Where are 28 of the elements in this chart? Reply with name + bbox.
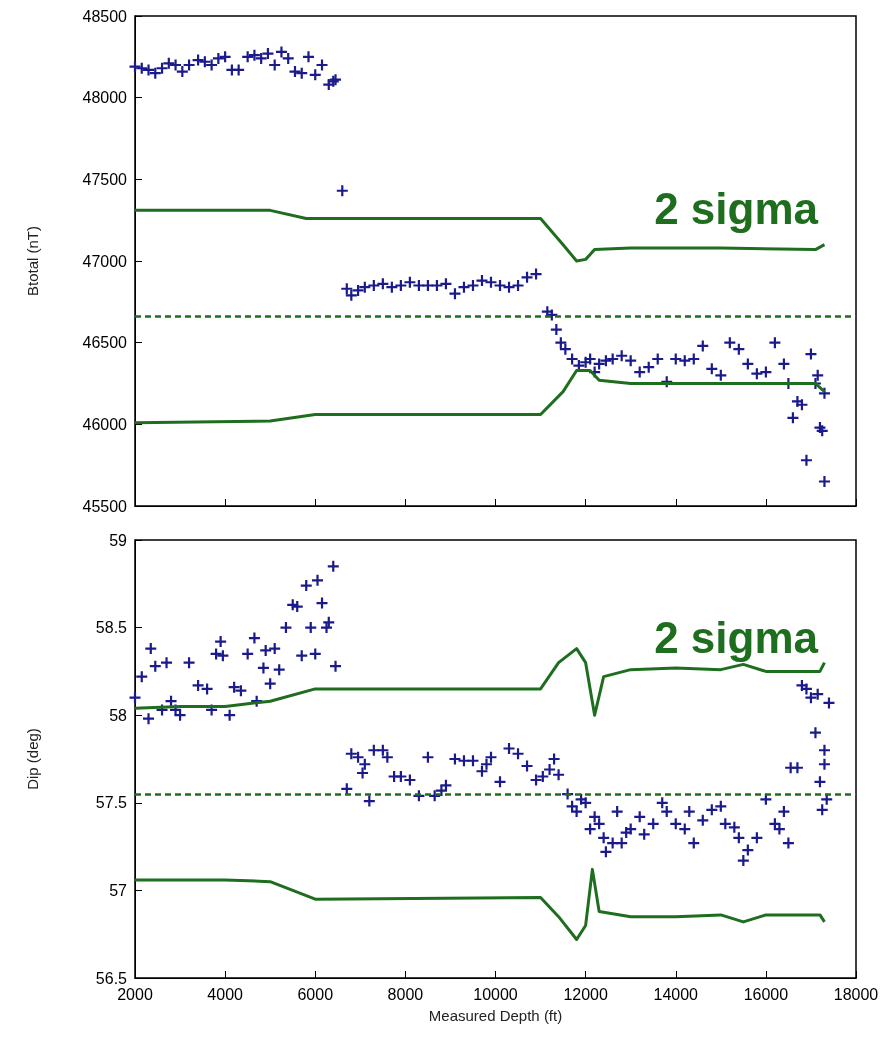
y-tick-label: 56.5 — [95, 969, 128, 987]
annotation: 2 sigma — [654, 183, 819, 233]
x-tick-label: 8000 — [387, 985, 424, 1003]
annotation: 2 sigma — [654, 612, 819, 662]
y-axis-title: Btotal (nT) — [24, 225, 41, 297]
y-tick-label: 46500 — [82, 334, 128, 352]
x-tick-label: 6000 — [297, 985, 334, 1003]
x-tick-label: 12000 — [563, 985, 608, 1003]
y-tick-label: 47500 — [82, 170, 128, 188]
x-tick-label: 4000 — [207, 985, 244, 1003]
line-series — [133, 867, 826, 941]
x-tick-label: 14000 — [653, 985, 699, 1003]
y-tick-label: 48500 — [82, 7, 128, 25]
y-tick-label: 45500 — [82, 497, 128, 515]
y-axis-title: Dip (deg) — [24, 728, 41, 790]
x-axis-title: Measured Depth (ft) — [428, 1007, 563, 1024]
x-tick-label: 10000 — [473, 985, 518, 1003]
y-tick-label: 57.5 — [95, 794, 128, 812]
y-tick-label: 48000 — [82, 89, 128, 107]
y-tick-label: 57 — [109, 881, 128, 899]
y-tick-label: 58 — [109, 706, 128, 724]
x-tick-label: 18000 — [833, 985, 879, 1003]
x-tick-label: 2000 — [117, 985, 153, 1003]
y-tick-label: 46000 — [82, 415, 128, 433]
y-tick-label: 59 — [109, 531, 128, 549]
x-tick-label: 16000 — [743, 985, 789, 1003]
y-tick-label: 47000 — [82, 252, 128, 270]
y-tick-label: 58.5 — [95, 619, 128, 637]
